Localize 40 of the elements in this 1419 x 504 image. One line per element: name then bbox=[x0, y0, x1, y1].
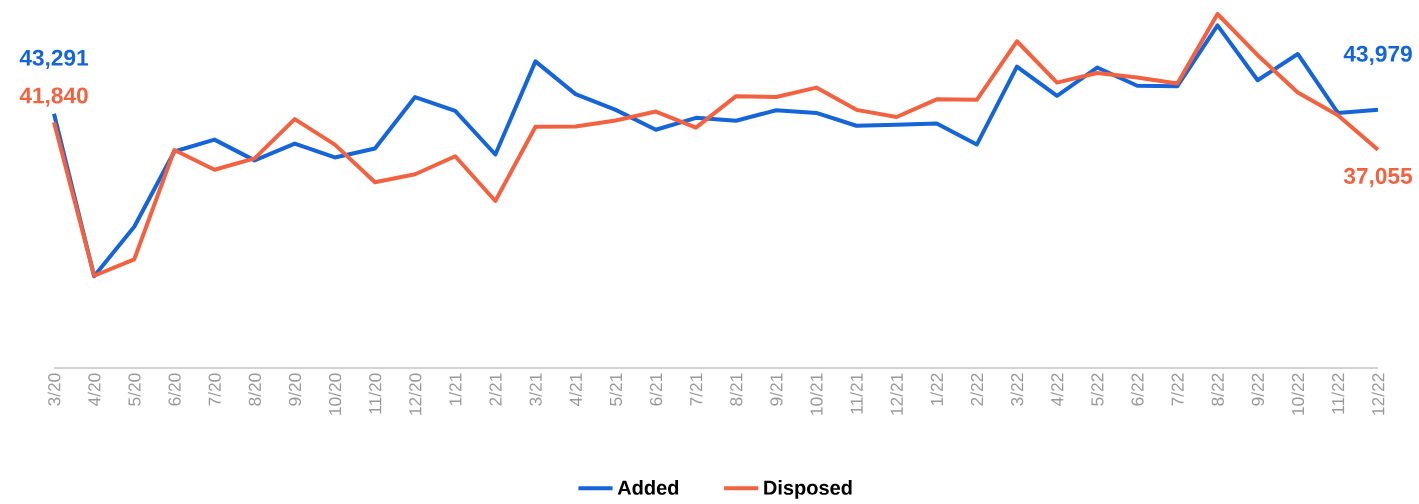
x-tick-label: 10/22 bbox=[1291, 373, 1305, 415]
x-tick-label: 12/21 bbox=[890, 373, 903, 415]
x-tick-label: 11/20 bbox=[368, 373, 382, 414]
x-tick-label: 8/21 bbox=[729, 373, 743, 406]
data-label: 43,291 bbox=[19, 49, 89, 70]
x-tick-label: 3/21 bbox=[529, 373, 542, 406]
legend-label: Added bbox=[617, 480, 679, 495]
x-tick-label: 5/20 bbox=[127, 373, 141, 406]
data-label: 37,055 bbox=[1343, 167, 1413, 188]
x-tick-label: 12/22 bbox=[1371, 373, 1385, 415]
x-tick-label: 1/21 bbox=[448, 373, 462, 406]
x-tick-label: 3/20 bbox=[47, 373, 61, 406]
x-tick-label: 7/20 bbox=[208, 373, 221, 406]
x-tick-label: 6/21 bbox=[649, 373, 663, 406]
x-tick-label: 11/21 bbox=[850, 373, 863, 414]
legend-label: Disposed bbox=[764, 480, 852, 499]
x-tick-label: 10/20 bbox=[328, 373, 342, 415]
x-tick-label: 6/22 bbox=[1130, 373, 1144, 406]
x-tick-label: 4/22 bbox=[1050, 373, 1064, 407]
x-tick-label: 2/21 bbox=[488, 373, 502, 406]
x-tick-label: 4/21 bbox=[569, 373, 582, 407]
x-tick-label: 2/22 bbox=[970, 373, 984, 406]
x-tick-label: 12/20 bbox=[408, 373, 422, 415]
x-tick-label: 5/21 bbox=[609, 373, 623, 406]
x-tick-label: 3/22 bbox=[1010, 373, 1024, 406]
x-tick-label: 4/20 bbox=[87, 373, 101, 407]
x-tick-label: 8/20 bbox=[248, 373, 261, 406]
data-label: 41,840 bbox=[19, 87, 88, 107]
x-tick-label: 10/21 bbox=[809, 373, 823, 415]
x-tick-label: 11/22 bbox=[1331, 373, 1345, 414]
x-tick-label: 6/20 bbox=[168, 373, 181, 406]
x-tick-label: 1/22 bbox=[930, 373, 944, 406]
x-tick-label: 9/21 bbox=[769, 373, 783, 406]
x-tick-label: 5/22 bbox=[1090, 373, 1104, 406]
x-tick-label: 9/22 bbox=[1251, 373, 1265, 406]
x-tick-label: 9/20 bbox=[288, 373, 302, 406]
x-tick-label: 8/22 bbox=[1211, 373, 1224, 406]
x-tick-label: 7/21 bbox=[689, 373, 703, 406]
x-tick-label: 7/22 bbox=[1171, 373, 1184, 406]
data-label: 43,979 bbox=[1343, 45, 1412, 66]
